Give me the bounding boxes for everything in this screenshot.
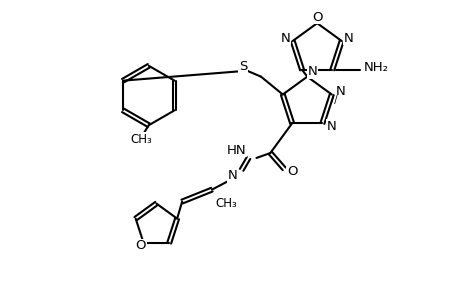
Text: N: N	[307, 65, 316, 78]
Text: //: //	[331, 95, 337, 105]
Text: O: O	[311, 11, 322, 24]
Text: S: S	[238, 60, 247, 73]
Text: NH₂: NH₂	[363, 61, 388, 74]
Text: O: O	[135, 239, 146, 252]
Text: N: N	[343, 32, 353, 44]
Text: CH₃: CH₃	[130, 133, 151, 146]
Text: O: O	[286, 165, 297, 178]
Text: CH₃: CH₃	[214, 197, 236, 210]
Text: N: N	[326, 120, 336, 133]
Text: N: N	[227, 169, 237, 182]
Text: N: N	[280, 32, 290, 44]
Text: HN: HN	[226, 143, 246, 157]
Text: N: N	[335, 85, 345, 98]
